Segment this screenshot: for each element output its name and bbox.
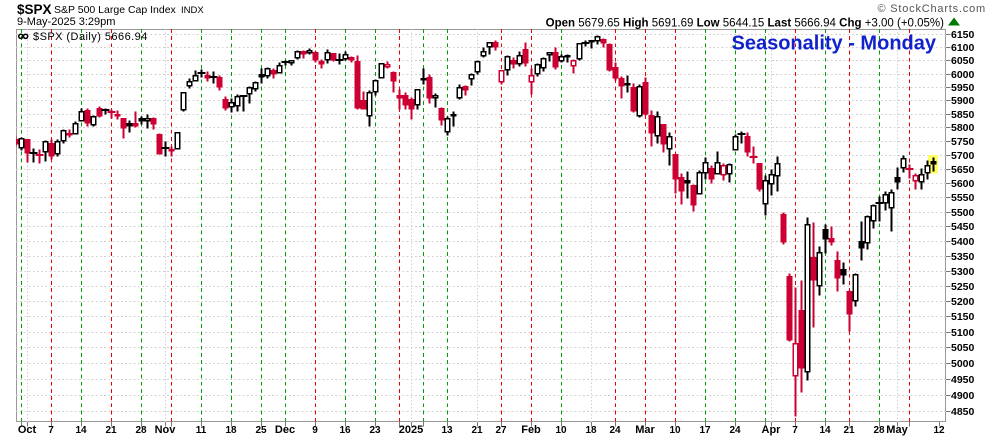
- svg-text:23: 23: [369, 425, 381, 436]
- svg-text:6100: 6100: [951, 42, 975, 54]
- svg-text:S&P 500 Large Cap Index: S&P 500 Large Cap Index: [54, 4, 177, 16]
- svg-text:18: 18: [225, 425, 237, 436]
- svg-text:14: 14: [75, 425, 87, 436]
- svg-text:7: 7: [792, 425, 798, 436]
- svg-text:5750: 5750: [951, 136, 975, 148]
- svg-text:5500: 5500: [951, 207, 975, 219]
- svg-text:14: 14: [819, 425, 831, 436]
- svg-text:21: 21: [471, 425, 483, 436]
- svg-text:Dec: Dec: [275, 424, 295, 436]
- svg-text:5700: 5700: [951, 150, 975, 162]
- svg-text:4850: 4850: [951, 406, 975, 418]
- svg-text:5900: 5900: [951, 95, 975, 107]
- svg-text:6150: 6150: [951, 29, 975, 41]
- svg-text:5250: 5250: [951, 281, 975, 293]
- svg-text:5650: 5650: [951, 164, 975, 176]
- svg-text:5550: 5550: [951, 192, 975, 204]
- svg-text:Feb: Feb: [521, 424, 541, 436]
- svg-text:Seasonality - Monday: Seasonality - Monday: [732, 33, 937, 55]
- svg-text:5200: 5200: [951, 296, 975, 308]
- svg-text:9-May-2025 3:29pm: 9-May-2025 3:29pm: [17, 16, 115, 28]
- svg-text:$SPX: $SPX: [17, 2, 52, 17]
- svg-text:Open 5679.65 High 5691.69 Low: Open 5679.65 High 5691.69 Low 5644.15 La…: [546, 18, 944, 30]
- svg-text:28: 28: [873, 425, 885, 436]
- svg-text:Oct: Oct: [18, 424, 37, 436]
- svg-text:17: 17: [699, 425, 711, 436]
- svg-text:4950: 4950: [951, 374, 975, 386]
- svg-text:5450: 5450: [951, 221, 975, 233]
- svg-text:Nov: Nov: [155, 424, 177, 436]
- svg-text:INDX: INDX: [181, 5, 204, 16]
- svg-text:5000: 5000: [951, 358, 975, 370]
- svg-text:5800: 5800: [951, 122, 975, 134]
- svg-text:5350: 5350: [951, 251, 975, 263]
- svg-text:10: 10: [555, 425, 567, 436]
- svg-text:5100: 5100: [951, 327, 975, 339]
- svg-text:12: 12: [933, 425, 945, 436]
- svg-text:5850: 5850: [951, 109, 975, 121]
- svg-text:9: 9: [312, 425, 318, 436]
- svg-text:24: 24: [729, 425, 741, 436]
- svg-text:5400: 5400: [951, 236, 975, 248]
- svg-text:16: 16: [339, 425, 351, 436]
- svg-text:28: 28: [135, 425, 147, 436]
- svg-text:4900: 4900: [951, 390, 975, 402]
- svg-text:© StockCharts.com: © StockCharts.com: [877, 3, 986, 15]
- svg-text:10: 10: [669, 425, 681, 436]
- svg-text:21: 21: [843, 425, 855, 436]
- svg-text:5150: 5150: [951, 311, 975, 323]
- svg-text:2025: 2025: [399, 424, 423, 436]
- svg-text:5600: 5600: [951, 178, 975, 190]
- svg-text:27: 27: [495, 425, 507, 436]
- svg-text:5300: 5300: [951, 266, 975, 278]
- svg-text:Mar: Mar: [635, 424, 655, 436]
- svg-text:11: 11: [196, 425, 207, 436]
- svg-text:13: 13: [441, 425, 453, 436]
- svg-text:6050: 6050: [951, 55, 975, 67]
- svg-text:18: 18: [585, 425, 597, 436]
- svg-text:21: 21: [105, 425, 117, 436]
- svg-text:$SPX (Daily) 5666.94: $SPX (Daily) 5666.94: [33, 31, 148, 43]
- svg-text:24: 24: [609, 425, 621, 436]
- svg-text:25: 25: [255, 425, 267, 436]
- svg-text:Apr: Apr: [762, 424, 782, 436]
- svg-text:6000: 6000: [951, 69, 975, 81]
- svg-text:5050: 5050: [951, 342, 975, 354]
- svg-text:5950: 5950: [951, 82, 975, 94]
- svg-text:7: 7: [48, 425, 54, 436]
- svg-text:May: May: [886, 424, 908, 436]
